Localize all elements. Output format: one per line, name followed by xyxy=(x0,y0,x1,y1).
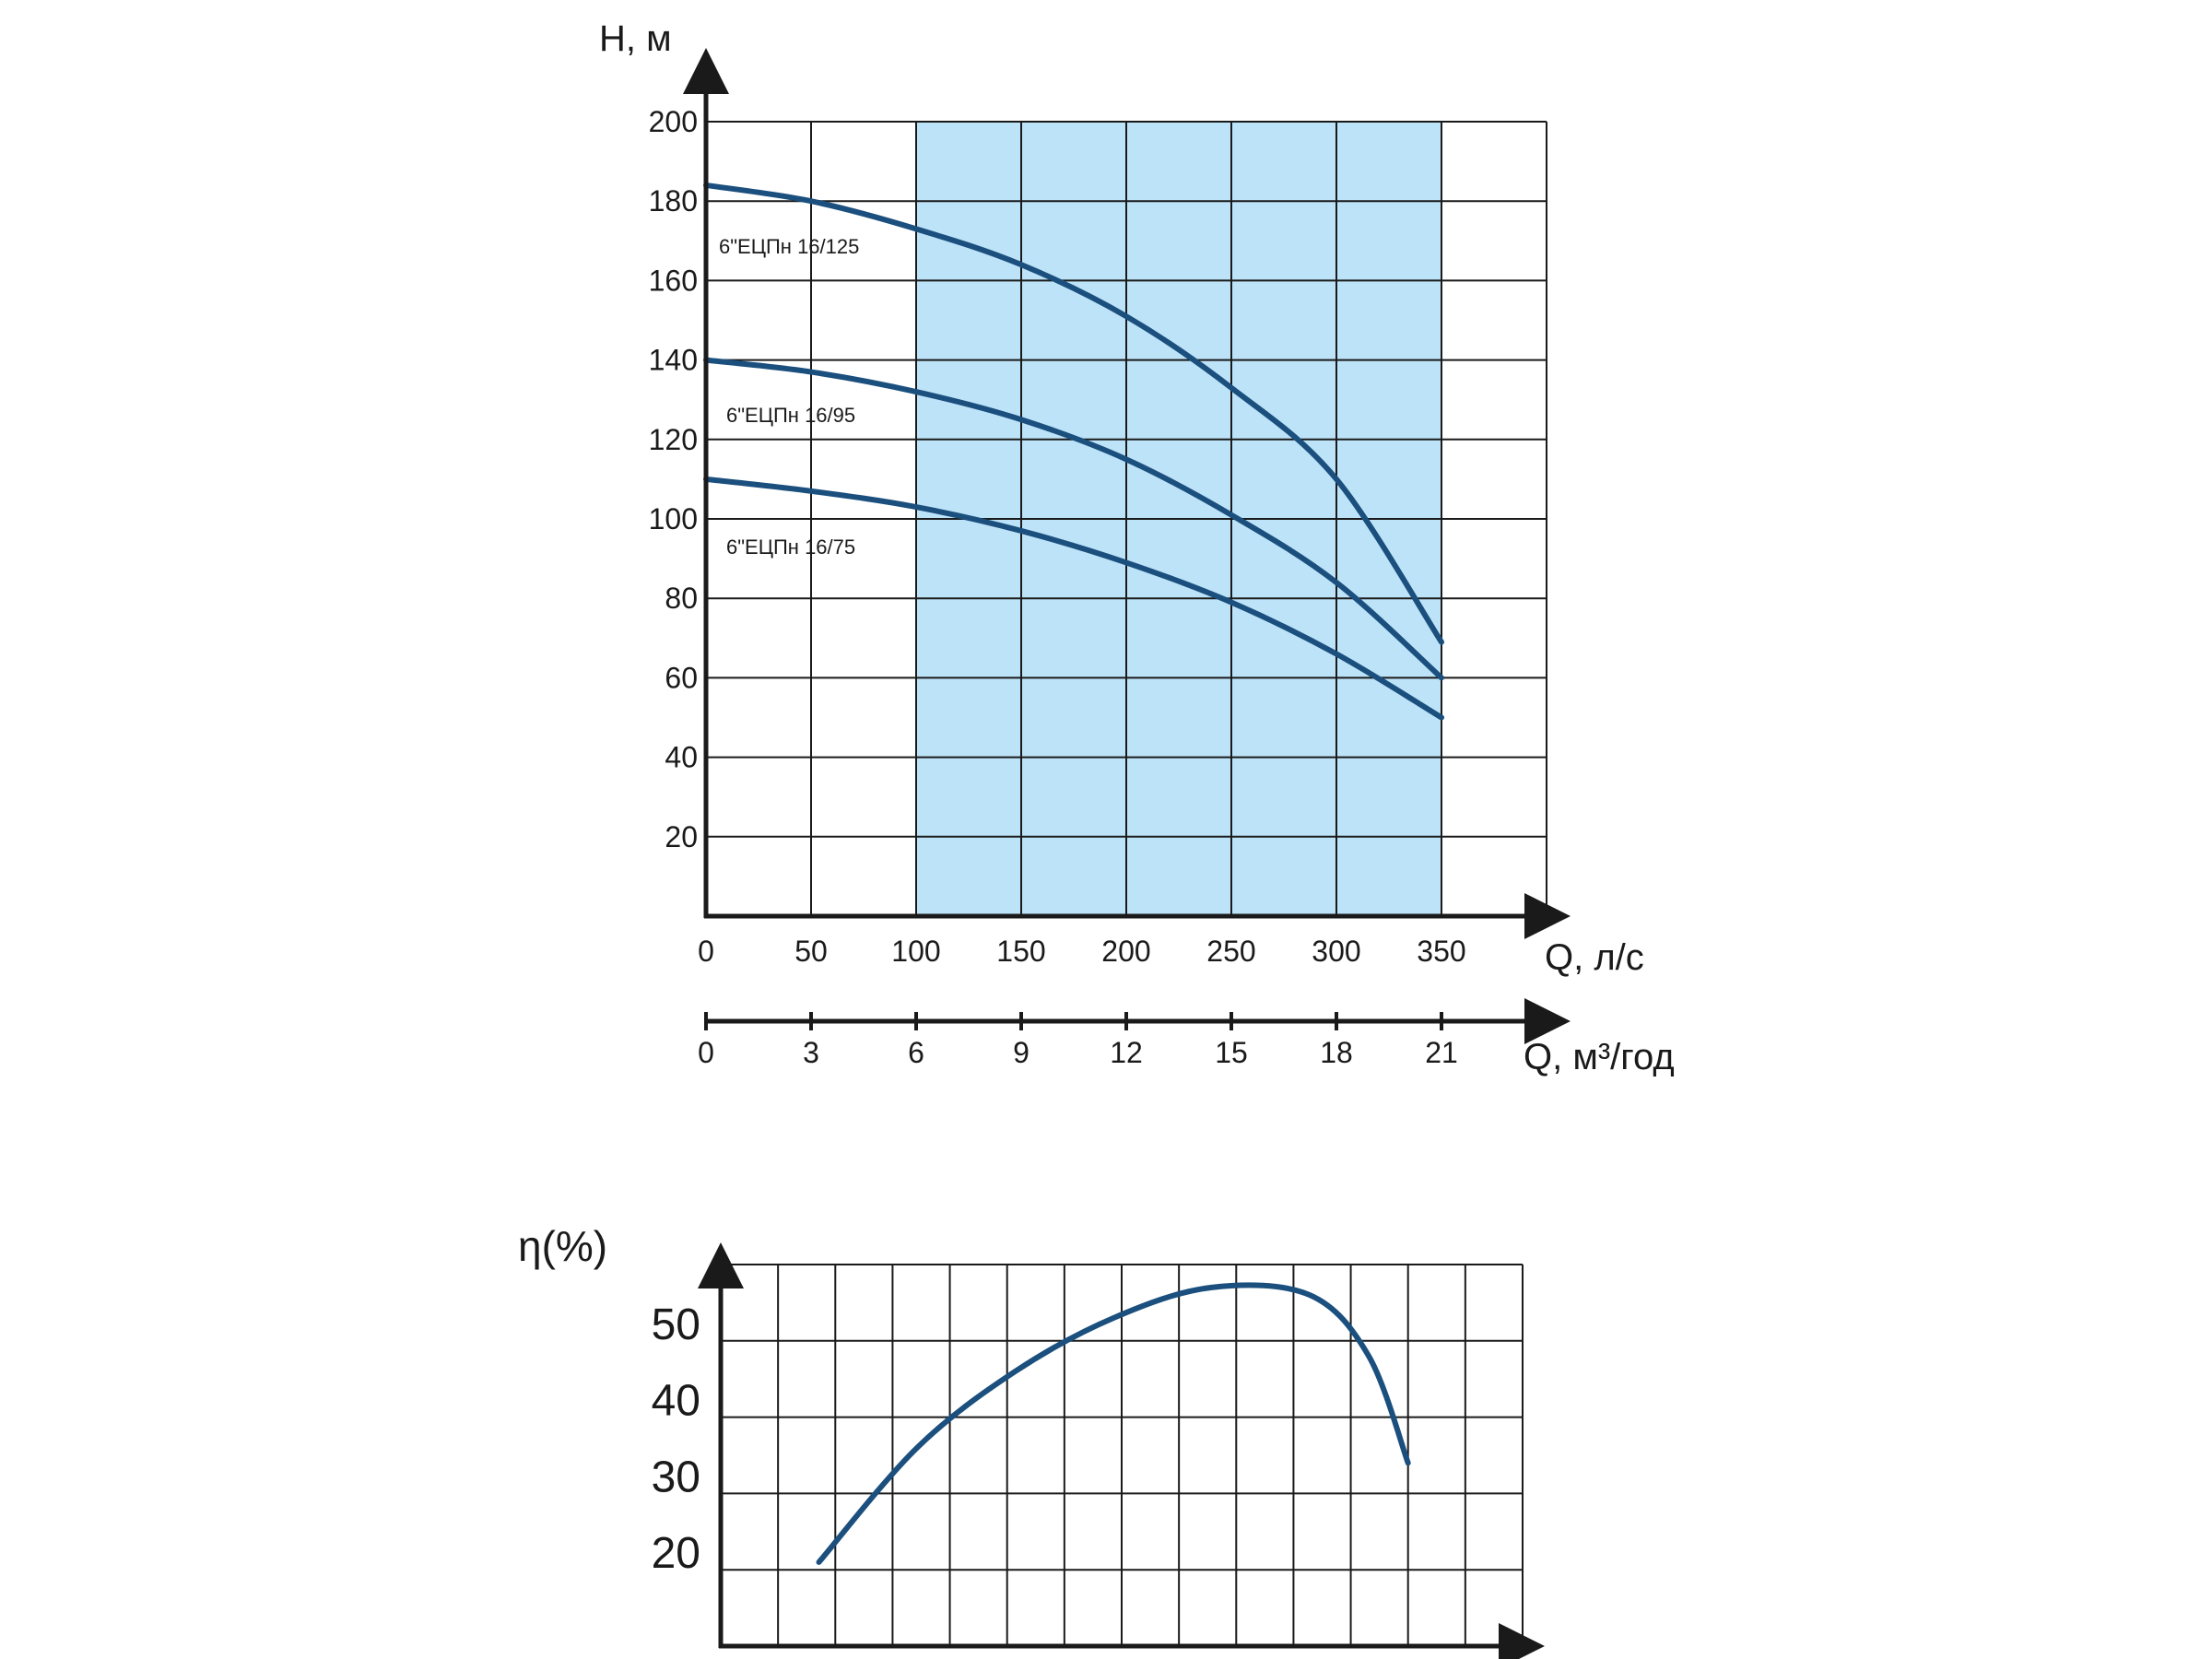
y-tick-label: 60 xyxy=(665,661,698,694)
series-curve xyxy=(703,182,1444,645)
y-axis-title-head: H, м xyxy=(599,18,672,59)
head-curves xyxy=(703,182,1444,721)
x-tick-label: 250 xyxy=(1206,935,1255,968)
y-tick-label: 20 xyxy=(652,1529,700,1578)
x2-tick-label: 18 xyxy=(1320,1036,1353,1069)
y-tick-label: 140 xyxy=(649,344,698,377)
x2-tick-label: 0 xyxy=(698,1036,714,1069)
x-tick-label: 200 xyxy=(1101,935,1150,968)
x2-tick-label: 12 xyxy=(1110,1036,1143,1069)
series-curve xyxy=(703,357,1444,681)
efficiency-chart-grid xyxy=(721,1264,1524,1646)
y-tick-label: 80 xyxy=(665,582,698,615)
y-tick-label: 160 xyxy=(649,264,698,297)
x2-tick-label: 3 xyxy=(803,1036,819,1069)
x-tick-label: 50 xyxy=(794,935,828,968)
y-tick-label: 40 xyxy=(652,1377,700,1426)
efficiency-curve xyxy=(816,1282,1411,1565)
series-curve xyxy=(703,476,1444,721)
y-tick-label: 30 xyxy=(652,1453,700,1501)
y-tick-label: 50 xyxy=(652,1300,700,1349)
efficiency-chart-axes xyxy=(698,1242,1545,1659)
head-chart-axes xyxy=(683,48,1571,1044)
head-chart-grid xyxy=(705,121,1547,916)
x-tick-label: 100 xyxy=(891,935,940,968)
x2-tick-label: 15 xyxy=(1215,1036,1248,1069)
x2-tick-label: 6 xyxy=(908,1036,924,1069)
y-tick-label: 200 xyxy=(649,105,698,138)
y-tick-label: 40 xyxy=(665,741,698,774)
series-label-16-75: 6"ЕЦПн 16/75 xyxy=(726,535,855,559)
x-tick-label: 350 xyxy=(1417,935,1465,968)
x2-tick-label: 9 xyxy=(1013,1036,1030,1069)
x-tick-label: 150 xyxy=(996,935,1045,968)
series-label-16-125: 6"ЕЦПн 16/125 xyxy=(719,235,859,258)
x-axis-title-flow-m3h: Q, м³/год xyxy=(1524,1037,1675,1077)
efficiency-curve-group xyxy=(816,1282,1411,1565)
x-tick-label: 0 xyxy=(698,935,714,968)
efficiency-chart: 20 30 40 50 η(%) xyxy=(518,1222,1545,1659)
x-tick-label: 300 xyxy=(1312,935,1360,968)
y-tick-label: 20 xyxy=(665,820,698,853)
y-tick-label: 100 xyxy=(649,502,698,535)
efficiency-chart-ticks: 20 30 40 50 xyxy=(652,1300,700,1578)
y-tick-label: 180 xyxy=(649,184,698,218)
series-label-16-95: 6"ЕЦПн 16/95 xyxy=(726,404,855,427)
x-axis-title-flow-ls: Q, л/с xyxy=(1545,937,1644,978)
y-tick-label: 120 xyxy=(649,423,698,456)
x2-tick-label: 21 xyxy=(1425,1036,1458,1069)
y-axis-title-efficiency: η(%) xyxy=(518,1222,607,1270)
